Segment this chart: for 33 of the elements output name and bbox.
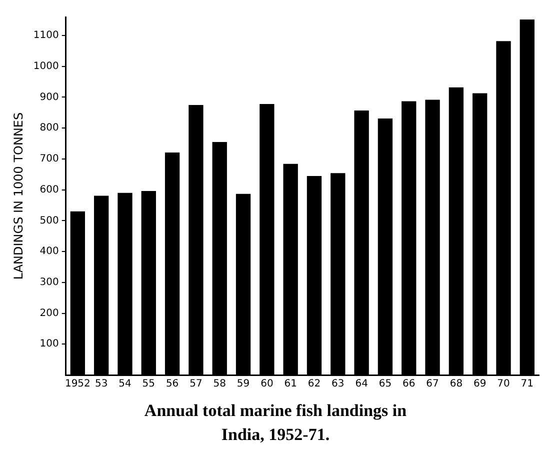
x-tick-label: 69 [473, 378, 486, 390]
text: Annual total marine fish landings in India, 1952-71. [143, 400, 408, 446]
x-tick-label: 58 [213, 378, 226, 390]
x-tick-label: 63 [332, 378, 344, 390]
x-tick-label: 1952 [64, 378, 90, 390]
y-tick-label: 400 [40, 246, 59, 258]
x-tick-label: 67 [426, 378, 439, 390]
x-tick-label: 66 [402, 378, 416, 390]
x-tick-label: 71 [520, 378, 534, 390]
x-tick-label: 57 [190, 378, 202, 390]
x-tick-label: 65 [378, 378, 392, 390]
x-tick-label: 53 [94, 378, 108, 390]
y-tick-label: 100 [40, 338, 59, 350]
x-tick-label: 60 [260, 378, 274, 390]
y-tick-label: 900 [40, 92, 59, 103]
x-tick-label: 56 [166, 378, 179, 390]
x-tick-label: 55 [142, 378, 156, 390]
y-axis-title: LANDINGS IN 1000 TONNES [11, 112, 26, 280]
x-tick-label: 64 [355, 378, 368, 390]
y-tick-label: 700 [40, 154, 59, 165]
y-tick-label: 600 [40, 184, 59, 196]
x-tick-label: 54 [118, 378, 132, 390]
y-tick-label: 1100 [33, 30, 59, 42]
y-tick-label: 1000 [33, 60, 59, 72]
y-tick-label: 500 [40, 215, 59, 226]
x-tick-label: 59 [236, 378, 250, 390]
y-tick-label: 300 [40, 277, 59, 288]
x-tick-label: 62 [308, 378, 321, 390]
x-tick-label: 61 [284, 378, 297, 390]
x-tick-label: 70 [497, 378, 510, 390]
x-tick-label: 68 [450, 378, 463, 390]
y-tick-label: 200 [40, 308, 59, 319]
y-tick-label: 800 [40, 122, 59, 134]
